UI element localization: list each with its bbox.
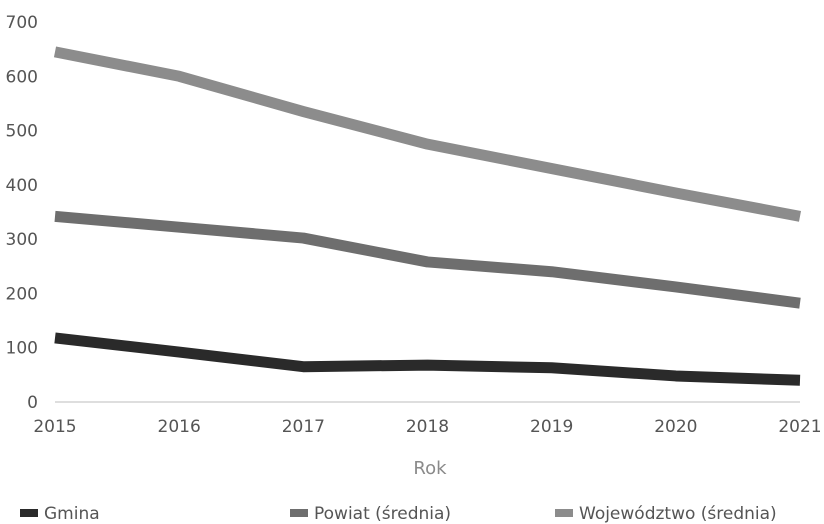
x-tick-label: 2015 — [33, 417, 76, 437]
y-tick-label: 0 — [27, 393, 38, 413]
legend-swatch — [290, 509, 308, 517]
series-line — [53, 46, 802, 222]
legend-swatch — [20, 509, 38, 517]
y-tick-label: 300 — [6, 230, 38, 250]
y-axis-ticks: 0 100 200 300 400 500 600 700 — [6, 13, 38, 413]
x-tick-label: 2019 — [530, 417, 573, 437]
legend-label: Gmina — [44, 504, 100, 524]
x-axis-ticks: 2015 2016 2017 2018 2019 2020 2021 — [33, 417, 821, 437]
x-tick-label: 2016 — [158, 417, 201, 437]
y-tick-label: 200 — [6, 284, 38, 304]
y-tick-label: 700 — [6, 13, 38, 33]
x-tick-label: 2020 — [654, 417, 697, 437]
legend-label: Województwo (średnia) — [579, 504, 777, 524]
y-tick-label: 600 — [6, 67, 38, 87]
legend-swatch — [555, 509, 573, 517]
series-line — [54, 210, 801, 309]
x-tick-label: 2017 — [282, 417, 325, 437]
x-axis-title: Rok — [413, 458, 447, 479]
x-tick-label: 2018 — [406, 417, 449, 437]
y-tick-label: 500 — [6, 122, 38, 142]
y-tick-label: 400 — [6, 176, 38, 196]
series-lines — [53, 46, 802, 386]
x-tick-label: 2021 — [778, 417, 821, 437]
y-tick-label: 100 — [6, 339, 38, 359]
legend: Gmina Powiat (średnia) Województwo (średni… — [20, 504, 777, 524]
legend-label: Powiat (średnia) — [314, 504, 451, 524]
series-line — [54, 332, 801, 386]
